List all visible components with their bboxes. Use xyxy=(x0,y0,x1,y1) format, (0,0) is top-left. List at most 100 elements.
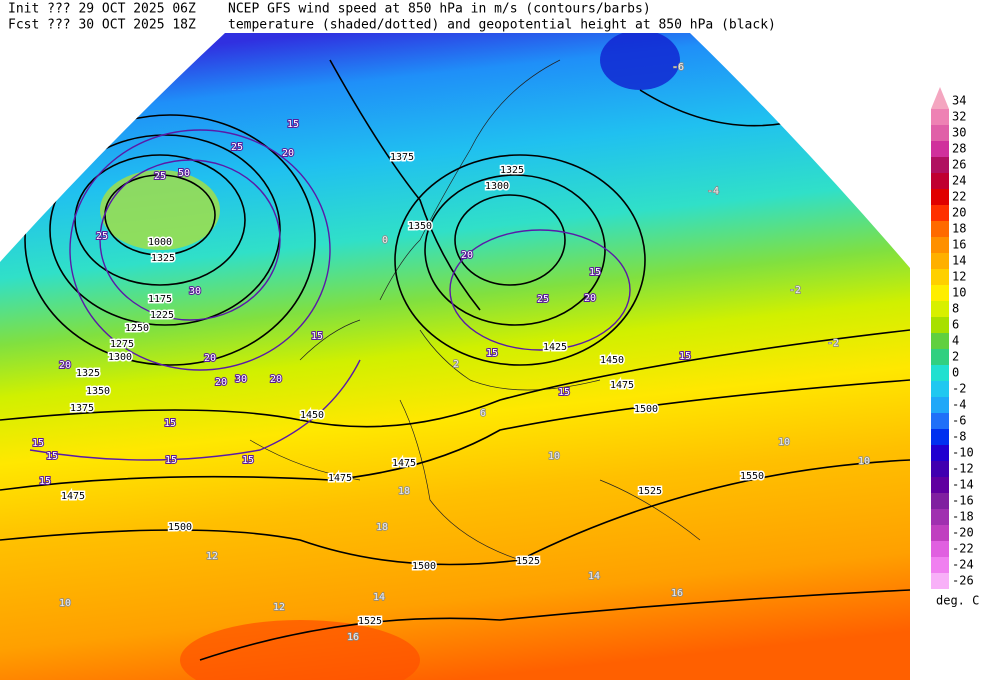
colorbar-label: 16 xyxy=(952,238,966,252)
height-label: 1000 xyxy=(148,237,172,248)
colorbar-label: 24 xyxy=(952,174,966,188)
map xyxy=(0,33,910,680)
height-label: 1175 xyxy=(148,294,172,305)
colorbar-label: -2 xyxy=(952,382,966,396)
colorbar-swatch xyxy=(931,253,949,269)
colorbar-label: 28 xyxy=(952,142,966,156)
height-label: 1350 xyxy=(86,386,110,397)
title-line: NCEP GFS wind speed at 850 hPa in m/s (c… xyxy=(228,2,651,17)
temperature-label: 16 xyxy=(347,632,359,643)
colorbar-units: deg. C xyxy=(936,594,979,608)
colorbar-swatch xyxy=(931,397,949,413)
cold-pool xyxy=(600,33,680,90)
colorbar-swatch xyxy=(931,109,949,125)
wind-label: 20 xyxy=(215,377,227,388)
colorbar-swatch xyxy=(931,477,949,493)
temperature-label: -2 xyxy=(827,338,839,349)
colorbar-swatch xyxy=(931,157,949,173)
colorbar-swatch xyxy=(931,125,949,141)
height-label: 1425 xyxy=(543,342,567,353)
colorbar-swatch xyxy=(931,317,949,333)
wind-label: 20 xyxy=(270,374,282,385)
height-label: 1475 xyxy=(61,491,85,502)
wind-label: 15 xyxy=(39,476,51,487)
temperature-label: 10 xyxy=(59,598,71,609)
wind-label: 15 xyxy=(486,348,498,359)
temperature-label: 10 xyxy=(858,456,870,467)
colorbar-label: 14 xyxy=(952,254,966,268)
wind-label: 20 xyxy=(584,293,596,304)
height-label: 1450 xyxy=(300,410,324,421)
colorbar-swatch xyxy=(931,237,949,253)
colorbar-label: -12 xyxy=(952,462,974,476)
wind-label: 30 xyxy=(235,374,247,385)
temperature-label: 18 xyxy=(398,486,410,497)
colorbar-swatch xyxy=(931,573,949,589)
height-label: 1325 xyxy=(151,253,175,264)
temperature-label: -2 xyxy=(789,285,801,296)
height-label: 1300 xyxy=(108,352,132,363)
wind-label: 25 xyxy=(231,142,243,153)
colorbar-label: 22 xyxy=(952,190,966,204)
colorbar-label: 4 xyxy=(952,334,959,348)
height-label: 1500 xyxy=(168,522,192,533)
height-label: 1375 xyxy=(70,403,94,414)
colorbar-label: -14 xyxy=(952,478,974,492)
wind-label: 20 xyxy=(204,353,216,364)
wind-label: 15 xyxy=(32,438,44,449)
colorbar-swatch xyxy=(931,541,949,557)
title-line: temperature (shaded/dotted) and geopoten… xyxy=(228,18,776,33)
height-label: 1325 xyxy=(76,368,100,379)
colorbar-arrow xyxy=(931,87,949,109)
colorbar-label: -18 xyxy=(952,510,974,524)
height-label: 1450 xyxy=(600,355,624,366)
init-label: Init ??? 29 OCT 2025 06Z xyxy=(8,2,196,17)
wind-label: 25 xyxy=(154,171,166,182)
wind-label: 25 xyxy=(537,294,549,305)
temperature-label: 2 xyxy=(453,359,459,370)
wind-label: 20 xyxy=(59,360,71,371)
wind-label: 20 xyxy=(282,148,294,159)
temperature-label: 6 xyxy=(480,408,486,419)
temperature-label: -6 xyxy=(672,62,684,73)
colorbar-swatch xyxy=(931,445,949,461)
temperature-label: 12 xyxy=(206,551,218,562)
height-label: 1525 xyxy=(638,486,662,497)
colorbar-label: -8 xyxy=(952,430,966,444)
temperature-label: 16 xyxy=(671,588,683,599)
height-label: 1550 xyxy=(740,471,764,482)
colorbar-label: -16 xyxy=(952,494,974,508)
temperature-label: 12 xyxy=(273,602,285,613)
warm-core xyxy=(100,170,220,250)
colorbar-swatch xyxy=(931,525,949,541)
temperature-labels: -6 -4 -2 -2 0 2 6 10 10 10 12 14 16 14 1… xyxy=(58,61,871,644)
colorbar-swatch xyxy=(931,493,949,509)
temperature-label: 10 xyxy=(778,437,790,448)
wind-label: 15 xyxy=(679,351,691,362)
temperature-label: 10 xyxy=(548,451,560,462)
colorbar-swatch xyxy=(931,141,949,157)
wind-label: 25 xyxy=(96,231,108,242)
colorbar-swatch xyxy=(931,381,949,397)
wind-label: 50 xyxy=(178,168,190,179)
colorbar-label: -22 xyxy=(952,542,974,556)
colorbar-label: -24 xyxy=(952,558,974,572)
colorbar-label: 26 xyxy=(952,158,966,172)
height-label: 1500 xyxy=(634,404,658,415)
wind-label: 15 xyxy=(242,455,254,466)
colorbar-label: 2 xyxy=(952,350,959,364)
wind-label: 15 xyxy=(46,451,58,462)
colorbar-label: 30 xyxy=(952,126,966,140)
colorbar-swatch xyxy=(931,205,949,221)
colorbar-label: 20 xyxy=(952,206,966,220)
temperature-label: -4 xyxy=(707,186,719,197)
colorbar-label: -20 xyxy=(952,526,974,540)
colorbar-swatch xyxy=(931,269,949,285)
colorbar-label: 10 xyxy=(952,286,966,300)
colorbar-swatch xyxy=(931,221,949,237)
height-contours xyxy=(0,59,910,661)
wind-contours xyxy=(29,129,631,461)
colorbar-swatch xyxy=(931,301,949,317)
height-label: 1525 xyxy=(358,616,382,627)
wind-label: 20 xyxy=(461,250,473,261)
